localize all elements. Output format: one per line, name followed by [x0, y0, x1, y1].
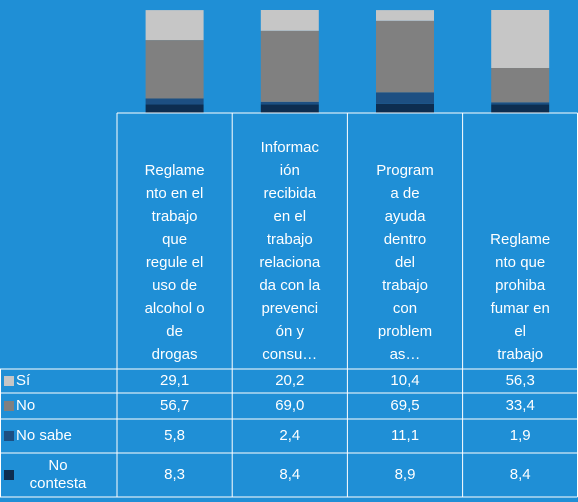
value-label: 1,9 — [510, 427, 531, 444]
bar-segment — [260, 101, 319, 105]
category-label-line: el — [514, 323, 526, 340]
category-label-line: trabajo — [382, 277, 428, 294]
category-label-line: trabajo — [152, 208, 198, 225]
value-label: 10,4 — [390, 372, 419, 389]
bar-segment — [145, 98, 204, 105]
legend-swatch — [4, 431, 14, 441]
category-label: Informac ión recibida en el trabajo relaciona… — [259, 139, 321, 363]
bar-segment — [491, 10, 550, 68]
category-label-line: recibida — [264, 185, 317, 202]
category-label-line: as… — [390, 346, 421, 363]
bar-segment — [145, 104, 204, 113]
category-label-line: prevenci — [261, 300, 318, 317]
category-label-line: con — [393, 300, 417, 317]
category-label-line: en el — [274, 208, 307, 225]
value-label: 29,1 — [160, 372, 189, 389]
value-label: 8,4 — [279, 466, 300, 483]
value-label: 56,7 — [160, 397, 189, 414]
category-label-line: uso de — [152, 277, 197, 294]
category-label-line: del — [395, 254, 415, 271]
value-label: 8,3 — [164, 466, 185, 483]
category-label-line: ayuda — [385, 208, 427, 225]
value-label: 56,3 — [506, 372, 535, 389]
value-label: 8,9 — [395, 466, 416, 483]
value-label: 20,2 — [275, 372, 304, 389]
category-label-line: Program — [376, 162, 434, 179]
legend-label-line: No — [48, 457, 67, 474]
legend-swatch — [4, 470, 14, 480]
category-label-line: de — [166, 323, 183, 340]
category-label-line: fumar en — [491, 300, 550, 317]
value-label: 8,4 — [510, 466, 531, 483]
legend-label-line: contesta — [30, 475, 87, 492]
category-label-line: problem — [378, 323, 432, 340]
category-label: Reglame nto en el trabajo que regule el uso d… — [145, 162, 205, 363]
category-label-line: que — [162, 231, 187, 248]
legend-label-wrapped: No contesta — [30, 457, 87, 492]
category-label-line: nto en el — [146, 185, 204, 202]
bar-segment — [491, 102, 550, 105]
category-label-line: ión — [280, 162, 300, 179]
category-label-line: Reglame — [145, 162, 205, 179]
category-label-line: relaciona — [259, 254, 321, 271]
bar-segment — [491, 104, 550, 113]
value-label: 33,4 — [506, 397, 535, 414]
category-label-line: Reglame — [490, 231, 550, 248]
legend-label: No — [16, 397, 35, 414]
bar-segment — [260, 30, 319, 102]
legend-label: No sabe — [16, 427, 72, 444]
category-label-line: ón y — [276, 323, 305, 340]
category-label-line: regule el — [146, 254, 204, 271]
category-label-line: nto que — [495, 254, 545, 271]
bar-segment — [376, 20, 434, 93]
legend-swatch — [4, 401, 14, 411]
category-label-line: Informac — [261, 139, 320, 156]
bar-segment — [260, 10, 319, 31]
category-label-line: prohiba — [495, 277, 546, 294]
category-label-line: trabajo — [267, 231, 313, 248]
bar-segment — [491, 67, 550, 103]
category-label-line: consu… — [262, 346, 317, 363]
value-label: 69,0 — [275, 397, 304, 414]
category-label-line: trabajo — [497, 346, 543, 363]
bar-segment — [260, 104, 319, 113]
legend-label: Sí — [16, 372, 31, 389]
value-label: 2,4 — [279, 427, 300, 444]
category-label: Program a de ayuda dentro del trabajo con probl… — [376, 162, 434, 363]
bar-segment — [376, 92, 434, 104]
value-label: 69,5 — [390, 397, 419, 414]
category-label: Reglame nto que prohiba fumar en el trabajo — [490, 231, 550, 363]
category-label-line: a de — [390, 185, 419, 202]
category-label-line: alcohol o — [145, 300, 205, 317]
bar-segment — [376, 10, 434, 21]
legend-swatch — [4, 376, 14, 386]
category-label-line: drogas — [152, 346, 198, 363]
value-label: 5,8 — [164, 427, 185, 444]
bar-segment — [145, 40, 204, 99]
category-label-line: dentro — [384, 231, 427, 248]
bar-segment — [145, 10, 204, 41]
value-label: 11,1 — [391, 427, 419, 444]
bar-segment — [376, 103, 434, 113]
category-label-line: da con la — [259, 277, 321, 294]
